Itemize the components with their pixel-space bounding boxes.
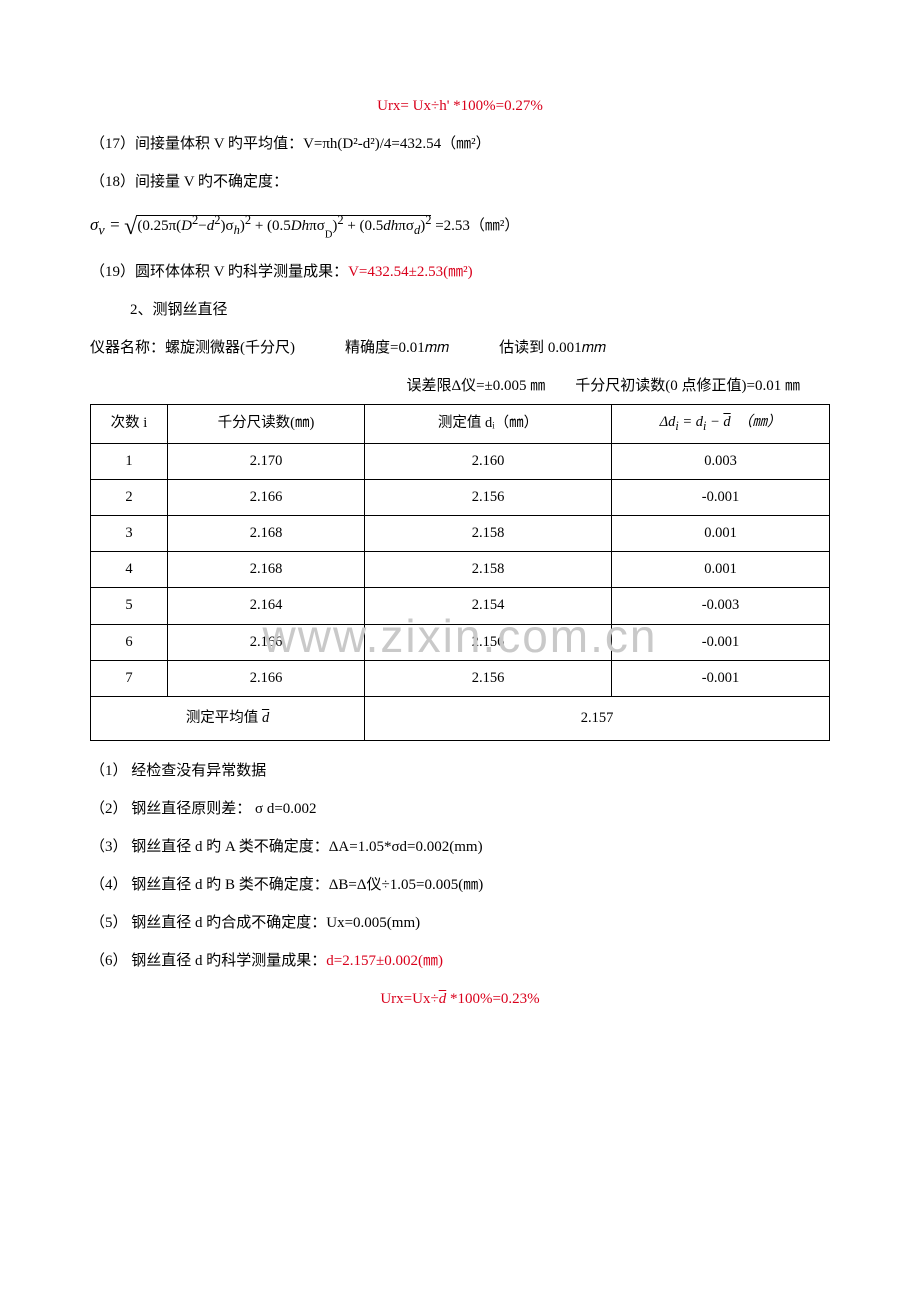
header-meas: 测定值 dᵢ（㎜） bbox=[365, 405, 612, 443]
post-2: （2） 钢丝直径原则差： σ d=0.002 bbox=[90, 797, 830, 821]
line-17: （17）间接量体积 V 旳平均值：V=πh(D²-d²)/4=432.54（㎜²… bbox=[90, 132, 830, 156]
top-formula-line: Urx= Ux÷h' *100%=0.27% bbox=[90, 94, 830, 118]
bottom-formula-line: Urx=Ux÷d *100%=0.23% bbox=[90, 987, 830, 1011]
post-6-label: （6） 钢丝直径 d 旳科学测量成果： bbox=[90, 953, 326, 969]
cell-meas: 2.156 bbox=[365, 624, 612, 660]
table-avg-row: 测定平均值 d 2.157 bbox=[91, 696, 830, 740]
cell-reading: 2.166 bbox=[168, 624, 365, 660]
cell-i: 1 bbox=[91, 443, 168, 479]
table-row: 5 2.164 2.154 -0.003 bbox=[91, 588, 830, 624]
table-row: 7 2.166 2.156 -0.001 bbox=[91, 660, 830, 696]
table-row: 2 2.166 2.156 -0.001 bbox=[91, 479, 830, 515]
cell-meas: 2.158 bbox=[365, 515, 612, 551]
post-6: （6） 钢丝直径 d 旳科学测量成果：d=2.157±0.002(㎜) bbox=[90, 949, 830, 973]
instrument-name: 仪器名称：螺旋测微器(千分尺) bbox=[90, 336, 295, 360]
post-3: （3） 钢丝直径 d 旳 A 类不确定度：ΔA=1.05*σd=0.002(mm… bbox=[90, 835, 830, 859]
instrument-precision: 精确度=0.01𝑚𝑚 bbox=[345, 336, 449, 360]
avg-label-cell: 测定平均值 d bbox=[91, 696, 365, 740]
cell-delta: -0.001 bbox=[612, 660, 830, 696]
instrument-zero: 千分尺初读数(0 点修正值)=0.01 ㎜ bbox=[575, 374, 800, 398]
cell-reading: 2.168 bbox=[168, 515, 365, 551]
cell-meas: 2.156 bbox=[365, 660, 612, 696]
cell-meas: 2.156 bbox=[365, 479, 612, 515]
cell-i: 3 bbox=[91, 515, 168, 551]
line-19-value: V=432.54±2.53(㎜²) bbox=[348, 264, 473, 280]
header-reading: 千分尺读数(㎜) bbox=[168, 405, 365, 443]
table-header-row: 次数 i 千分尺读数(㎜) 测定值 dᵢ（㎜） Δdi = di − d （㎜） bbox=[91, 405, 830, 443]
bottom-formula: Urx=Ux÷d *100%=0.23% bbox=[380, 991, 539, 1007]
cell-reading: 2.168 bbox=[168, 552, 365, 588]
cell-delta: -0.001 bbox=[612, 624, 830, 660]
cell-delta: -0.001 bbox=[612, 479, 830, 515]
cell-meas: 2.158 bbox=[365, 552, 612, 588]
cell-meas: 2.154 bbox=[365, 588, 612, 624]
cell-i: 6 bbox=[91, 624, 168, 660]
cell-delta: 0.001 bbox=[612, 515, 830, 551]
cell-i: 2 bbox=[91, 479, 168, 515]
sigma-v-equation: σv = √(0.25π(D2−d2)σh)2 + (0.5DhπσD)2 + … bbox=[90, 208, 830, 246]
instrument-line-1: 仪器名称：螺旋测微器(千分尺) 精确度=0.01𝑚𝑚 估读到 0.001𝑚𝑚 bbox=[90, 336, 830, 360]
cell-reading: 2.166 bbox=[168, 660, 365, 696]
line-19: （19）圆环体体积 V 旳科学测量成果：V=432.54±2.53(㎜²) bbox=[90, 260, 830, 284]
table-row: 6 2.166 2.156 -0.001 bbox=[91, 624, 830, 660]
top-formula: Urx= Ux÷h' *100%=0.27% bbox=[377, 98, 543, 114]
post-4: （4） 钢丝直径 d 旳 B 类不确定度：ΔB=Δ仪÷1.05=0.005(㎜) bbox=[90, 873, 830, 897]
cell-reading: 2.166 bbox=[168, 479, 365, 515]
line-18: （18）间接量 V 旳不确定度： bbox=[90, 170, 830, 194]
cell-delta: 0.001 bbox=[612, 552, 830, 588]
post-6-value: d=2.157±0.002(㎜) bbox=[326, 953, 443, 969]
instrument-error: 误差限Δ仪=±0.005 ㎜ bbox=[406, 374, 545, 398]
header-delta: Δdi = di − d （㎜） bbox=[612, 405, 830, 443]
table-row: 1 2.170 2.160 0.003 bbox=[91, 443, 830, 479]
post-1: （1） 经检查没有异常数据 bbox=[90, 759, 830, 783]
cell-meas: 2.160 bbox=[365, 443, 612, 479]
cell-reading: 2.164 bbox=[168, 588, 365, 624]
instrument-line-2: 误差限Δ仪=±0.005 ㎜ 千分尺初读数(0 点修正值)=0.01 ㎜ bbox=[90, 374, 830, 398]
table-row: 4 2.168 2.158 0.001 bbox=[91, 552, 830, 588]
avg-value-cell: 2.157 bbox=[365, 696, 830, 740]
cell-i: 5 bbox=[91, 588, 168, 624]
cell-i: 7 bbox=[91, 660, 168, 696]
section-2-title: 2、测钢丝直径 bbox=[130, 298, 830, 322]
cell-delta: 0.003 bbox=[612, 443, 830, 479]
instrument-estimate: 估读到 0.001𝑚𝑚 bbox=[499, 336, 606, 360]
header-i: 次数 i bbox=[91, 405, 168, 443]
post-5: （5） 钢丝直径 d 旳合成不确定度：Ux=0.005(mm) bbox=[90, 911, 830, 935]
cell-reading: 2.170 bbox=[168, 443, 365, 479]
line-19-label: （19）圆环体体积 V 旳科学测量成果： bbox=[90, 264, 348, 280]
measurement-table: 次数 i 千分尺读数(㎜) 测定值 dᵢ（㎜） Δdi = di − d （㎜）… bbox=[90, 404, 830, 741]
cell-i: 4 bbox=[91, 552, 168, 588]
table-row: 3 2.168 2.158 0.001 bbox=[91, 515, 830, 551]
cell-delta: -0.003 bbox=[612, 588, 830, 624]
